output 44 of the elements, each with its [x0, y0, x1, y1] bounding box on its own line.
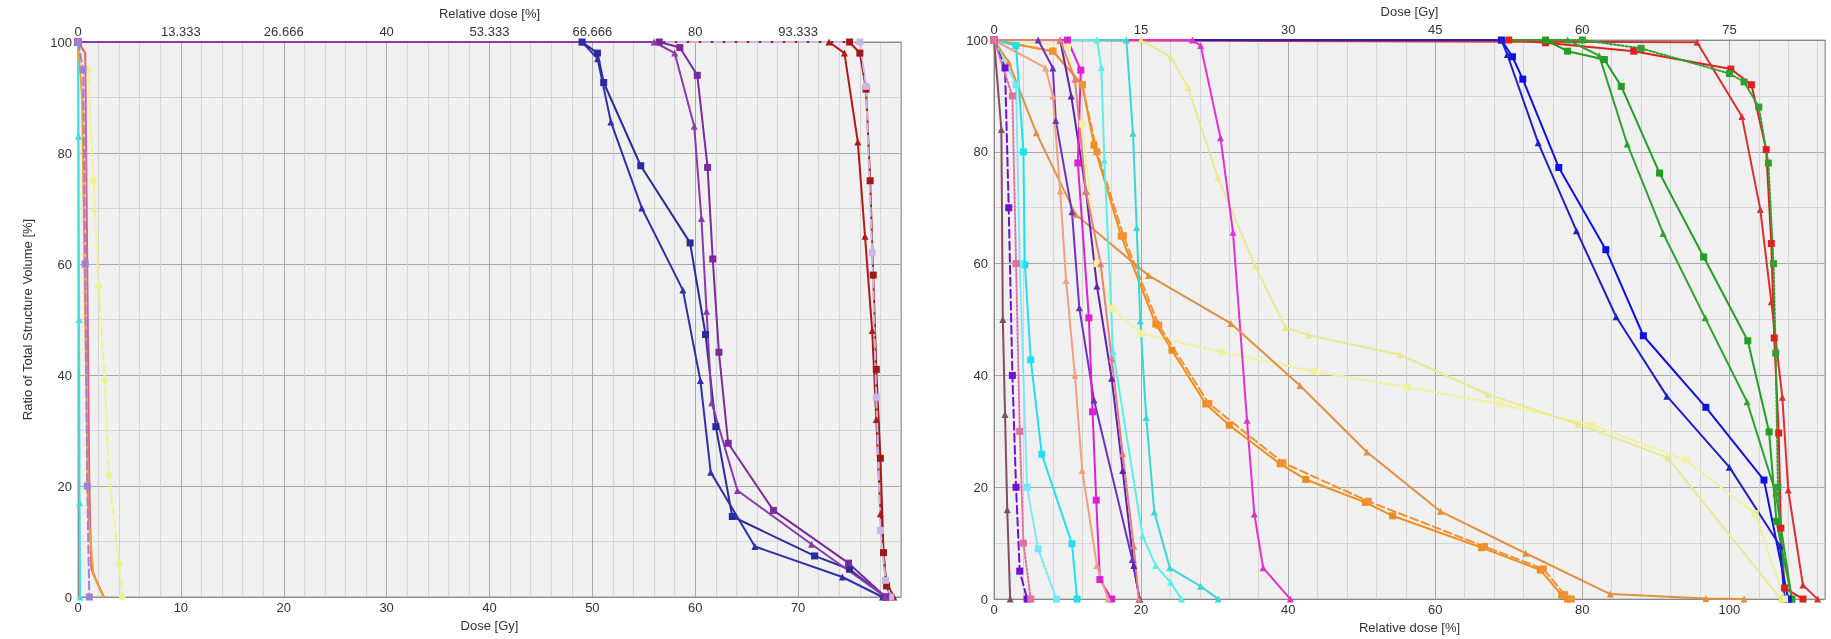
y-tick-label: 20 [973, 479, 988, 495]
x2-tick-label: 0 [74, 24, 82, 39]
x-tick-label: 100 [1718, 602, 1741, 618]
y-tick-label: 20 [57, 478, 72, 494]
y-tick-label: 60 [973, 256, 988, 272]
x-tick-label: 40 [482, 600, 497, 615]
x2-tick-label: 75 [1722, 22, 1737, 37]
x-tick-label: 40 [1280, 602, 1296, 618]
x-tick-label: 0 [990, 602, 998, 618]
x-tick-label: 10 [173, 600, 189, 615]
x2-tick-label: 40 [379, 24, 394, 39]
x-tick-label: 20 [1133, 602, 1149, 618]
y-tick-label: 80 [57, 145, 72, 161]
x2-axis-title: Dose [Gy] [1380, 4, 1439, 19]
x2-tick-label: 13.333 [160, 24, 201, 39]
x-tick-label: 70 [790, 600, 806, 615]
x-tick-label: 50 [585, 600, 600, 615]
x2-tick-label: 93.333 [778, 24, 818, 39]
x-tick-label: 80 [1575, 602, 1590, 618]
y-tick-label: 100 [966, 32, 988, 48]
y-tick-label: 80 [973, 144, 988, 160]
y-tick-label: 40 [973, 367, 988, 383]
x-tick-label: 60 [1428, 602, 1443, 618]
x-tick-label: 60 [688, 600, 703, 615]
x-axis-title: Dose [Gy] [460, 617, 519, 633]
y-tick-label: 0 [64, 589, 72, 605]
x2-tick-label: 53.333 [469, 24, 510, 39]
y-tick-label: 100 [50, 34, 72, 50]
x2-tick-label: 66.666 [572, 24, 613, 39]
x2-tick-label: 30 [1280, 22, 1296, 37]
x2-tick-label: 0 [990, 22, 998, 37]
x-tick-label: 20 [276, 600, 291, 615]
y-axis-title: Ratio of Total Structure Volume [%] [20, 218, 35, 421]
x-axis-title: Relative dose [%] [1358, 620, 1461, 635]
y-tick-label: 60 [57, 256, 72, 272]
x2-tick-label: 60 [1575, 22, 1590, 37]
x2-tick-label: 26.666 [263, 24, 304, 39]
x-tick-label: 30 [379, 600, 394, 615]
x2-tick-label: 80 [688, 24, 703, 39]
x-tick-label: 0 [74, 600, 82, 615]
x2-axis-title: Relative dose [%] [438, 6, 541, 21]
x2-tick-label: 15 [1133, 22, 1149, 37]
y-tick-label: 40 [57, 367, 72, 383]
x2-tick-label: 45 [1428, 22, 1443, 37]
